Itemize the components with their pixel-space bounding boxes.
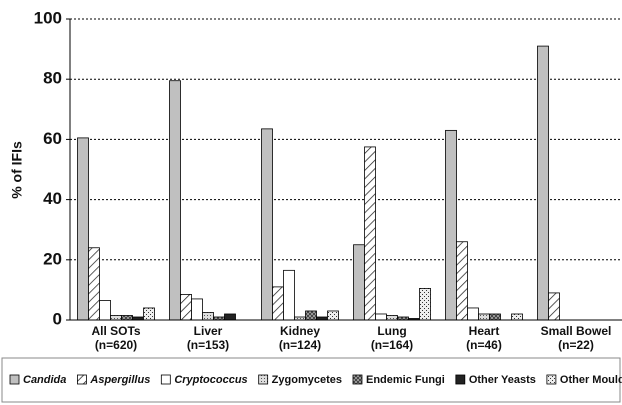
bar <box>353 244 365 321</box>
x-tick-label: (n=620) <box>95 338 137 352</box>
bar <box>224 313 236 321</box>
x-tick-label: Liver <box>194 324 223 338</box>
bar <box>169 80 181 321</box>
bar <box>386 315 398 321</box>
x-tick-label: Heart <box>469 324 500 338</box>
y-tick-label: 0 <box>53 309 62 328</box>
bar <box>191 298 203 321</box>
y-tick-label: 60 <box>43 129 62 148</box>
legend-swatch <box>77 374 87 385</box>
bar <box>537 45 549 321</box>
bar <box>445 129 457 321</box>
bar <box>511 313 523 321</box>
bar <box>283 269 295 321</box>
legend-label: Other Yeasts <box>469 374 536 386</box>
x-tick-label: Small Bowel <box>541 324 612 338</box>
x-tick-label: (n=124) <box>279 338 321 352</box>
x-tick-label: Lung <box>377 324 406 338</box>
legend-label: Aspergillus <box>89 374 150 386</box>
bar <box>180 294 192 321</box>
bar <box>305 310 317 321</box>
bar <box>121 315 133 321</box>
bar <box>327 310 339 321</box>
bar <box>478 313 490 321</box>
legend-swatch <box>9 374 20 385</box>
bar <box>456 241 468 321</box>
bar <box>489 313 501 321</box>
x-tick-label: (n=153) <box>187 338 229 352</box>
y-tick-label: 40 <box>43 189 62 208</box>
x-tick-label: Kidney <box>280 324 320 338</box>
bar <box>272 286 284 321</box>
y-tick-label: 20 <box>43 249 62 268</box>
bar <box>99 300 111 321</box>
legend-label: Candida <box>23 374 66 386</box>
y-axis-label: % of IFIs <box>9 141 25 199</box>
bar <box>375 313 387 321</box>
x-tick-label: (n=164) <box>371 338 413 352</box>
x-tick-label: (n=46) <box>466 338 502 352</box>
bar <box>261 128 273 321</box>
y-tick-label: 80 <box>43 69 62 88</box>
legend-label: Endemic Fungi <box>366 374 445 386</box>
x-tick-label: (n=22) <box>558 338 594 352</box>
bar <box>88 247 100 321</box>
legend-box <box>1 357 621 403</box>
legend-swatch <box>352 374 363 385</box>
legend-label: Cryptococcus <box>174 374 247 386</box>
legend-label: Zygomycetes <box>272 374 342 386</box>
legend-swatch <box>258 374 269 385</box>
x-tick-label: All SOTs <box>91 324 140 338</box>
bar <box>77 137 89 321</box>
bar <box>202 312 214 321</box>
y-tick-label: 100 <box>34 8 62 27</box>
legend-swatch <box>455 374 466 385</box>
bar <box>143 307 155 321</box>
legend-swatch <box>160 374 171 385</box>
bar <box>548 292 560 321</box>
bar <box>419 287 431 321</box>
bar <box>467 307 479 321</box>
legend-swatch <box>546 374 557 385</box>
bar <box>364 146 376 321</box>
bar <box>110 315 122 321</box>
legend-label: Other Mould <box>560 374 622 386</box>
